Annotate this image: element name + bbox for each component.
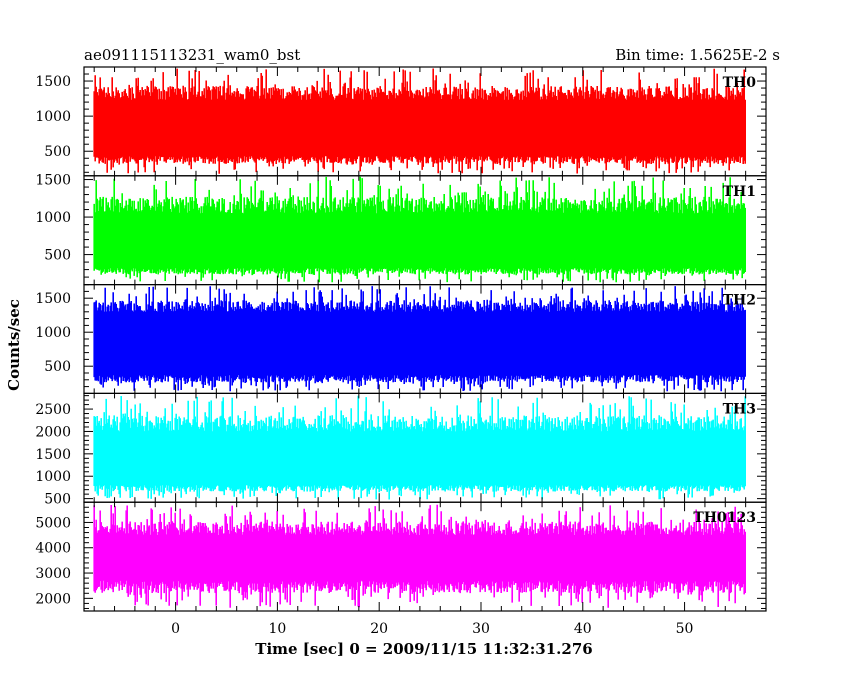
y-tick-label: 1500 [35,291,71,307]
series-th2-trace [93,286,746,392]
y-tick-label: 1500 [35,173,71,189]
x-tick-label: 40 [574,621,592,637]
panel-th3: 500 1000 1500 2000 2500 TH3 [35,392,767,508]
panel-th0: 500 1000 1500 TH0 [35,66,767,177]
panel-label-th0123: TH0123 [693,510,756,526]
panel-label-th1: TH1 [723,184,756,200]
panel-label-th2: TH2 [723,293,756,309]
panel-label-th3: TH3 [723,401,756,417]
y-tick-label: 1000 [35,469,71,485]
y-tick-label: 4000 [35,541,71,557]
panel-th2: 500 1000 1500 TH2 [35,284,767,395]
y-tick-label: 1500 [35,74,71,90]
y-tick-label: 1000 [35,325,71,341]
panel-frame [83,501,767,612]
panel-th0123: 2000 3000 4000 5000 TH0123 [35,501,767,612]
series-th1-trace [93,176,746,283]
y-tick-label: 500 [44,359,71,375]
panel-label-th0: TH0 [723,75,757,91]
series-th3-trace [93,395,746,500]
y-tick-label: 1000 [35,210,71,226]
y-tick-label: 3000 [35,566,71,582]
y-tick-label: 500 [44,492,71,508]
x-tick-label: 0 [171,621,180,637]
series-th0-trace [93,68,746,174]
y-tick-label: 1000 [35,109,71,125]
y-tick-label: 2000 [35,591,71,607]
x-tick-label: 50 [676,621,694,637]
y-tick-label: 2000 [35,424,71,440]
plot-title: ae091115113231_wam0_bst [84,46,300,64]
y-tick-label: 1500 [35,447,71,463]
x-axis: 0 10 20 30 40 50 [171,621,693,637]
panel-th1: 500 1000 1500 TH1 [35,173,767,286]
bin-time-label: Bin time: 1.5625E-2 s [615,46,780,64]
y-tick-label: 2500 [35,402,71,418]
y-tick-label: 500 [44,144,71,160]
x-axis-title: Time [sec] 0 = 2009/11/15 11:32:31.276 [255,640,592,658]
y-axis-title: Counts/sec [5,299,23,391]
y-tick-label: 500 [44,248,71,264]
x-tick-label: 10 [268,621,286,637]
x-tick-label: 30 [472,621,490,637]
panels-group: 500 1000 1500 TH0 500 1000 1500 TH1 500 1000 1500 T… [35,66,767,612]
x-tick-label: 20 [370,621,388,637]
series-th0123-trace [93,504,746,608]
y-tick-label: 5000 [35,515,71,531]
